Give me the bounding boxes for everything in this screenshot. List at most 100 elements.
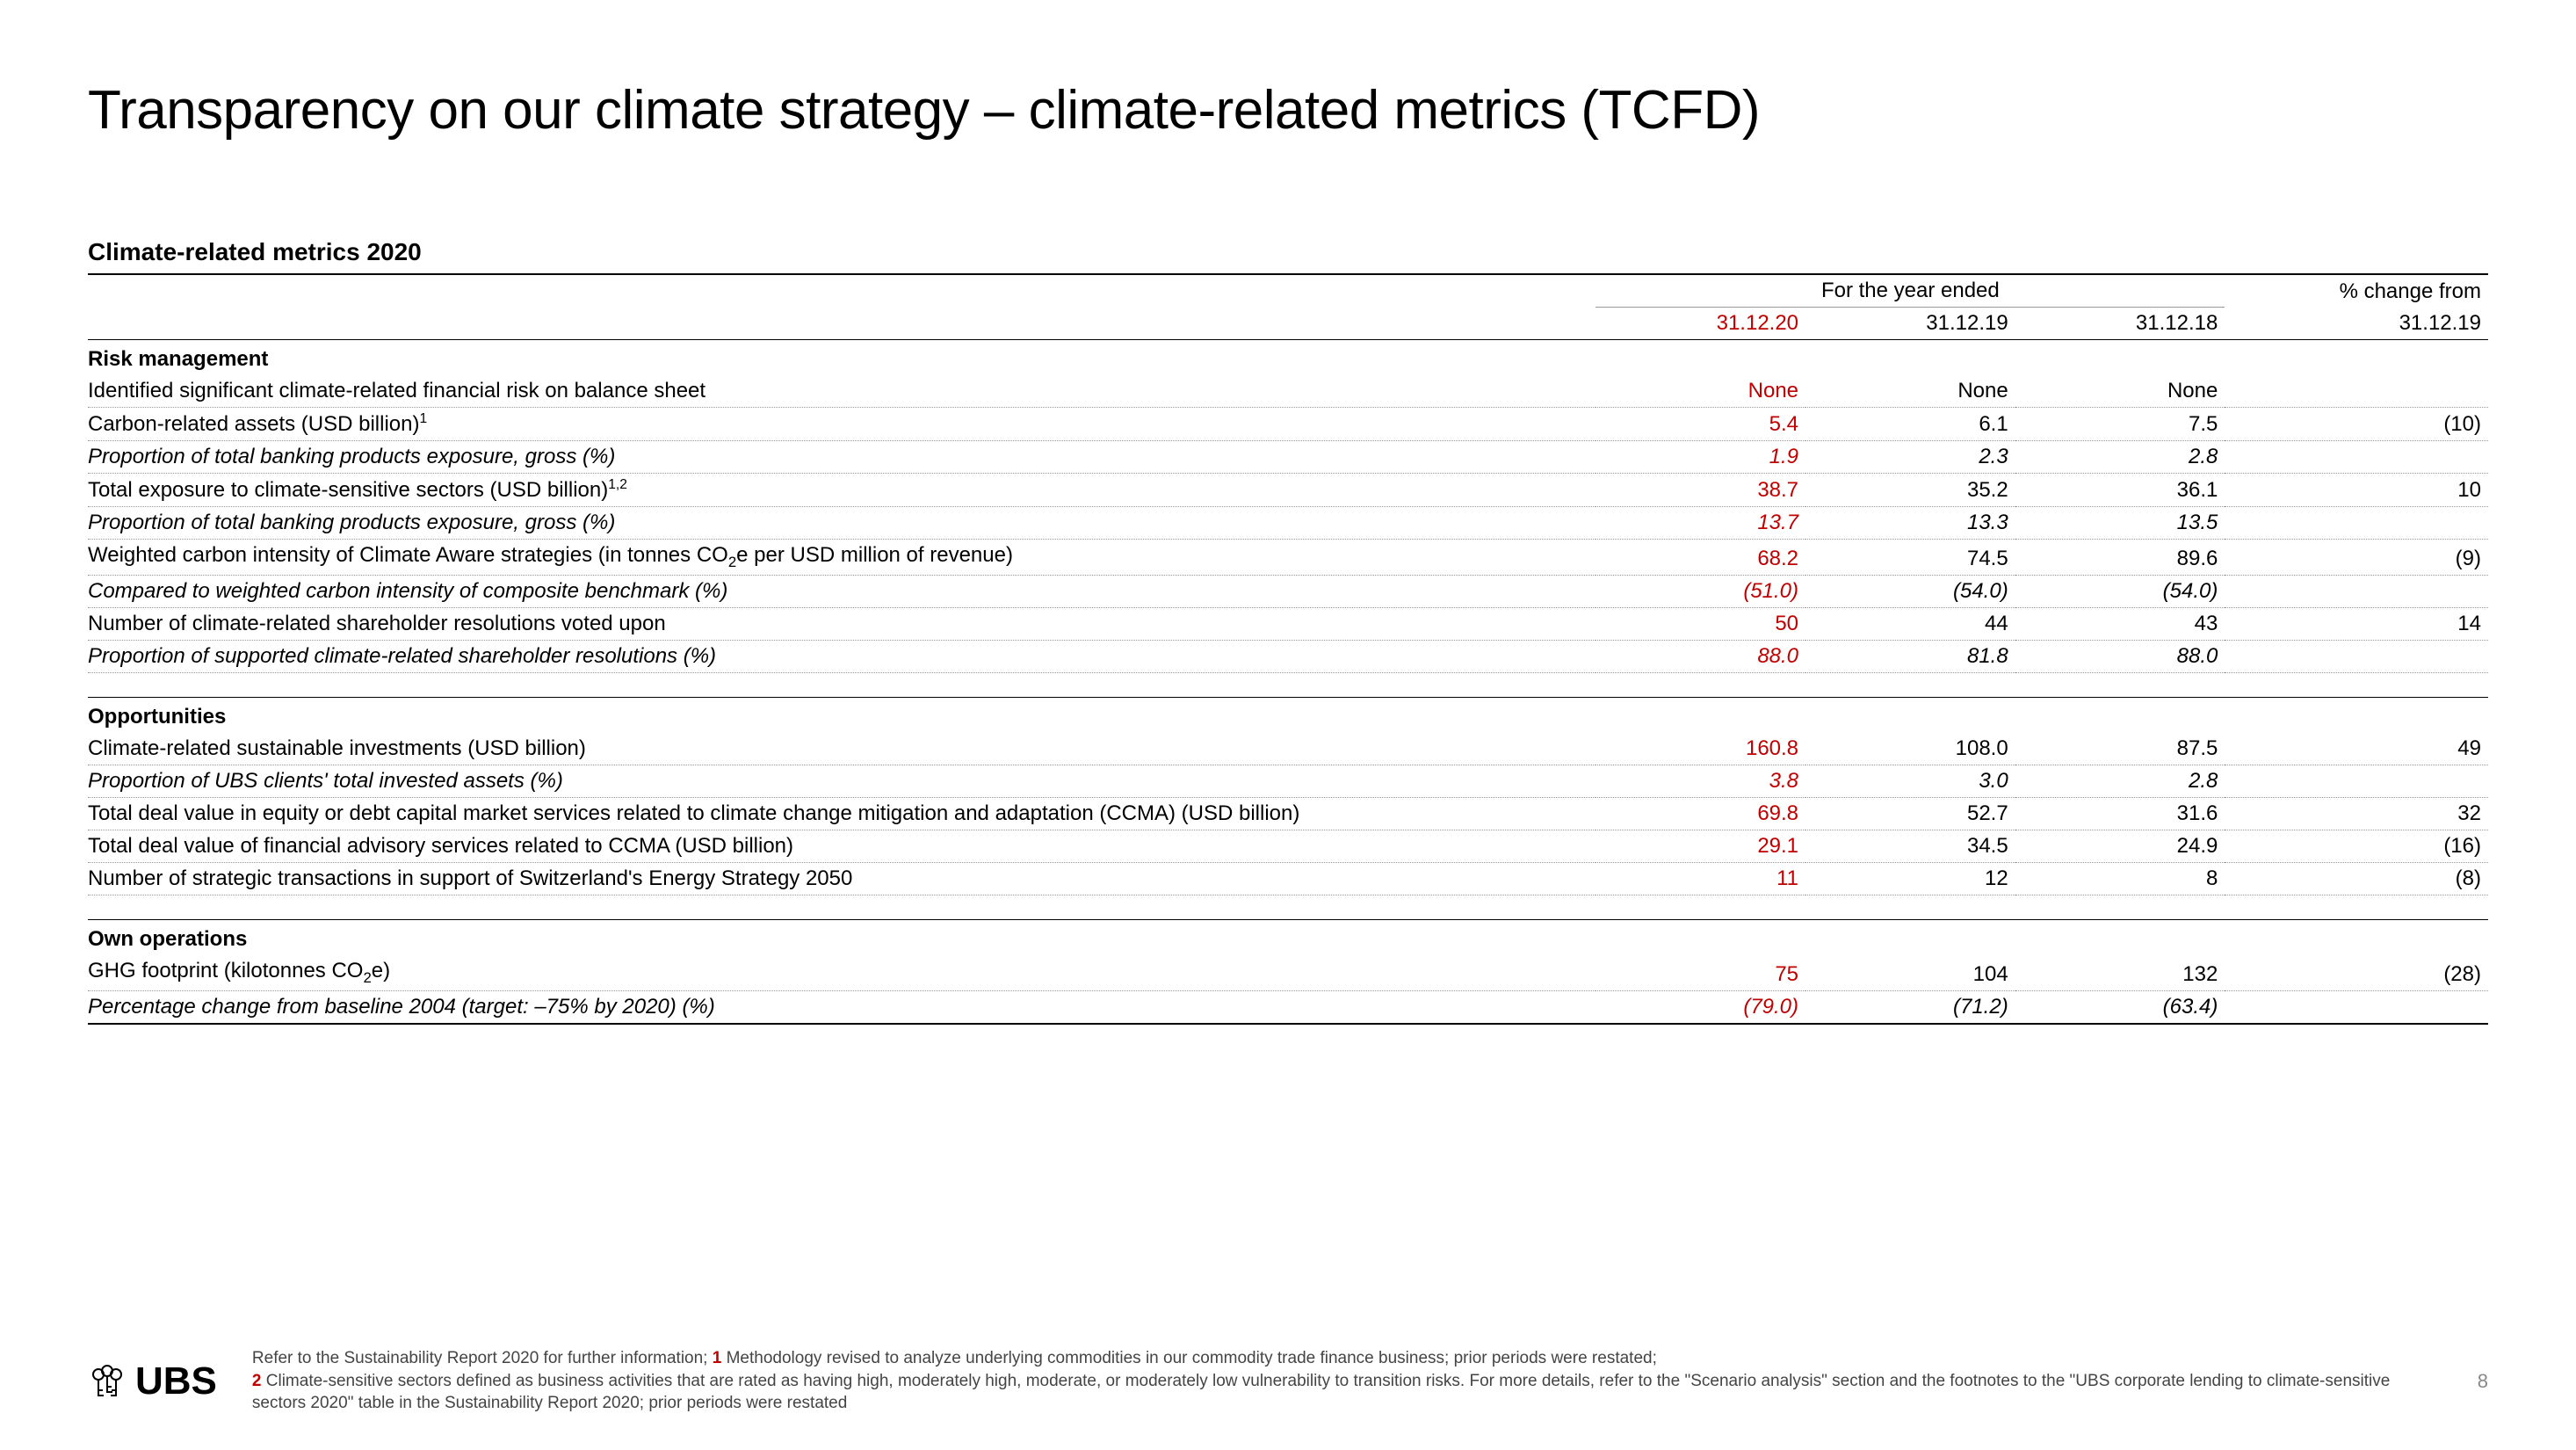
header-blank-2 [88,308,1596,340]
cell-2018: 7.5 [2015,408,2225,441]
cell-2018: (63.4) [2015,990,2225,1024]
cell-change: (10) [2225,408,2488,441]
cell-2020: 13.7 [1596,507,1805,540]
row-label: Total exposure to climate-sensitive sect… [88,474,1596,507]
cell-2020: 38.7 [1596,474,1805,507]
row-label: Number of climate-related shareholder re… [88,607,1596,640]
cell-2018: 31.6 [2015,797,2225,830]
cell-2019: 35.2 [1805,474,2015,507]
cell-2018: 13.5 [2015,507,2225,540]
cell-change [2225,990,2488,1024]
cell-2019: 108.0 [1805,733,2015,765]
table-row: Proportion of total banking products exp… [88,507,2488,540]
table-row: Carbon-related assets (USD billion)15.46… [88,408,2488,441]
header-year-ended: For the year ended [1596,274,2225,308]
cell-2018: 89.6 [2015,540,2225,576]
header-2019: 31.12.19 [1805,308,2015,340]
table-row: Total deal value of financial advisory s… [88,830,2488,862]
row-label: Compared to weighted carbon intensity of… [88,575,1596,607]
cell-2019: 2.3 [1805,441,2015,474]
cell-change: 32 [2225,797,2488,830]
table-row: Proportion of UBS clients' total investe… [88,765,2488,797]
cell-2018: 43 [2015,607,2225,640]
cell-2019: None [1805,375,2015,408]
table-row: Number of strategic transactions in supp… [88,862,2488,895]
cell-2020: 1.9 [1596,441,1805,474]
table-row: Weighted carbon intensity of Climate Awa… [88,540,2488,576]
cell-2020: 68.2 [1596,540,1805,576]
cell-2018: 132 [2015,955,2225,990]
section-header: Own operations [88,919,2488,955]
table-row: Total deal value in equity or debt capit… [88,797,2488,830]
cell-2019: (71.2) [1805,990,2015,1024]
row-label: Total deal value of financial advisory s… [88,830,1596,862]
row-label: Proportion of supported climate-related … [88,640,1596,672]
table-row: GHG footprint (kilotonnes CO2e)75104132(… [88,955,2488,990]
cell-change [2225,640,2488,672]
cell-2019: 6.1 [1805,408,2015,441]
table-row: Proportion of supported climate-related … [88,640,2488,672]
cell-2018: 36.1 [2015,474,2225,507]
table-title: Climate-related metrics 2020 [88,238,2488,266]
table-row: Number of climate-related shareholder re… [88,607,2488,640]
cell-2019: 3.0 [1805,765,2015,797]
cell-change: 14 [2225,607,2488,640]
header-change: 31.12.19 [2225,308,2488,340]
header-change-label: % change from [2225,274,2488,308]
cell-2020: 88.0 [1596,640,1805,672]
cell-2019: 34.5 [1805,830,2015,862]
cell-2018: 2.8 [2015,765,2225,797]
cell-2019: 13.3 [1805,507,2015,540]
section-header: Risk management [88,340,2488,376]
cell-2019: (54.0) [1805,575,2015,607]
footer: UBS Refer to the Sustainability Report 2… [88,1347,2488,1415]
cell-2020: None [1596,375,1805,408]
cell-2019: 12 [1805,862,2015,895]
ubs-logo: UBS [88,1359,217,1403]
cell-2020: 3.8 [1596,765,1805,797]
row-label: Proportion of total banking products exp… [88,507,1596,540]
cell-2020: 11 [1596,862,1805,895]
cell-2018: 24.9 [2015,830,2225,862]
row-label: Identified significant climate-related f… [88,375,1596,408]
table-row: Total exposure to climate-sensitive sect… [88,474,2488,507]
ubs-logo-text: UBS [135,1359,217,1403]
ubs-keys-icon [88,1362,127,1401]
cell-change [2225,507,2488,540]
row-label: Proportion of UBS clients' total investe… [88,765,1596,797]
cell-2020: 160.8 [1596,733,1805,765]
cell-2018: 87.5 [2015,733,2225,765]
cell-change: (8) [2225,862,2488,895]
row-label: Number of strategic transactions in supp… [88,862,1596,895]
table-row: Proportion of total banking products exp… [88,441,2488,474]
cell-change [2225,441,2488,474]
table-header-row-1: For the year ended % change from [88,274,2488,308]
cell-2019: 74.5 [1805,540,2015,576]
table-header-row-2: 31.12.20 31.12.19 31.12.18 31.12.19 [88,308,2488,340]
cell-change: (16) [2225,830,2488,862]
cell-change: 10 [2225,474,2488,507]
cell-change [2225,575,2488,607]
row-label: Proportion of total banking products exp… [88,441,1596,474]
table-row: Identified significant climate-related f… [88,375,2488,408]
page-number: 8 [2478,1370,2488,1393]
cell-2020: 5.4 [1596,408,1805,441]
row-label: Carbon-related assets (USD billion)1 [88,408,1596,441]
cell-change [2225,765,2488,797]
section-header: Opportunities [88,697,2488,733]
cell-2020: 75 [1596,955,1805,990]
cell-2018: None [2015,375,2225,408]
row-label: Climate-related sustainable investments … [88,733,1596,765]
cell-2020: 50 [1596,607,1805,640]
metrics-table: For the year ended % change from 31.12.2… [88,273,2488,1025]
cell-2019: 104 [1805,955,2015,990]
footnote-text: Refer to the Sustainability Report 2020 … [252,1347,2442,1415]
row-label: GHG footprint (kilotonnes CO2e) [88,955,1596,990]
table-row: Climate-related sustainable investments … [88,733,2488,765]
cell-change: (28) [2225,955,2488,990]
header-2020: 31.12.20 [1596,308,1805,340]
row-label: Weighted carbon intensity of Climate Awa… [88,540,1596,576]
table-row: Compared to weighted carbon intensity of… [88,575,2488,607]
cell-2019: 44 [1805,607,2015,640]
slide-title: Transparency on our climate strategy – c… [88,79,2488,141]
